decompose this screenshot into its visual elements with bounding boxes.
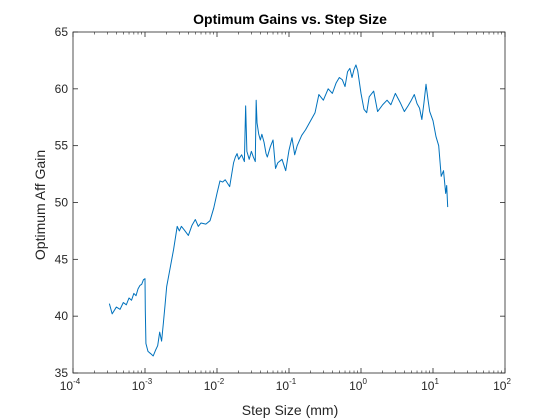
x-tick-label: 10-2 (204, 377, 225, 393)
x-tick-label: 10-4 (60, 377, 81, 393)
x-tick-label: 10-3 (132, 377, 153, 393)
x-tick-label: 101 (421, 377, 439, 393)
y-tick-label: 40 (55, 309, 69, 323)
y-tick-label: 65 (55, 25, 69, 39)
x-tick-label: 10-1 (276, 377, 297, 393)
y-axis: 35 40 45 50 55 60 65 (55, 25, 505, 380)
x-tick-label: 102 (493, 377, 511, 393)
x-axis: 10-4 10-3 10-2 10-1 100 101 102 (60, 32, 511, 393)
x-axis-label: Step Size (mm) (242, 402, 338, 418)
y-axis-label: Optimum Aff Gain (32, 150, 48, 260)
axes-box (72, 31, 506, 374)
y-tick-label: 35 (55, 366, 69, 380)
y-tick-label: 55 (55, 139, 69, 153)
chart-title: Optimum Gains vs. Step Size (193, 11, 387, 27)
y-tick-label: 50 (55, 196, 69, 210)
y-tick-label: 45 (55, 252, 69, 266)
series-line (108, 64, 449, 357)
plot-area (72, 31, 506, 374)
x-tick-label: 100 (349, 377, 367, 393)
y-tick-label: 60 (55, 82, 69, 96)
